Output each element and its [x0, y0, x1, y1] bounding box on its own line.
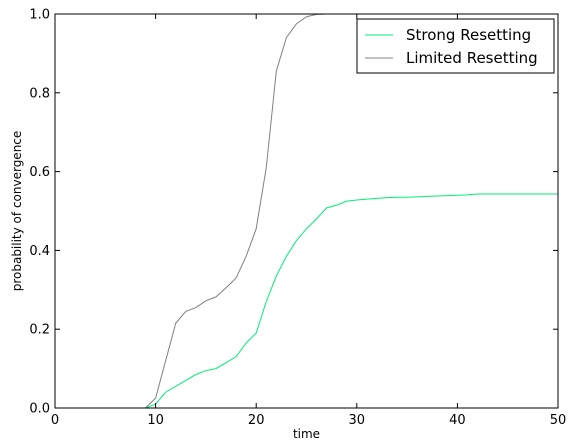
- y-tick-label: 0.2: [29, 323, 50, 338]
- legend-label: Limited Resetting: [406, 49, 538, 67]
- x-tick-label: 30: [349, 413, 366, 428]
- y-tick-label: 0.8: [29, 86, 50, 101]
- x-tick-label: 40: [449, 413, 466, 428]
- y-tick-label: 1.0: [29, 8, 50, 23]
- y-tick-label: 0.6: [29, 165, 50, 180]
- x-axis-label: time: [293, 427, 320, 441]
- y-tick-label: 0.4: [29, 244, 50, 259]
- axis-ticks: 0 10 20 30 40 50 0.0 0.2 0.4 0.6 0.8 1.0: [29, 8, 566, 429]
- legend-label: Strong Resetting: [406, 26, 531, 44]
- series-line-strong-resetting: [55, 193, 558, 409]
- legend-box: [356, 18, 555, 74]
- x-tick-label: 0: [51, 413, 59, 428]
- y-axis-label: probability of convergence: [10, 131, 24, 292]
- x-tick-label: 50: [550, 413, 567, 428]
- x-tick-label: 10: [147, 413, 164, 428]
- x-tick-label: 20: [248, 413, 265, 428]
- y-tick-label: 0.0: [29, 402, 50, 417]
- plot-frame: [54, 13, 559, 409]
- legend: Strong Resetting Limited Resetting: [356, 18, 555, 74]
